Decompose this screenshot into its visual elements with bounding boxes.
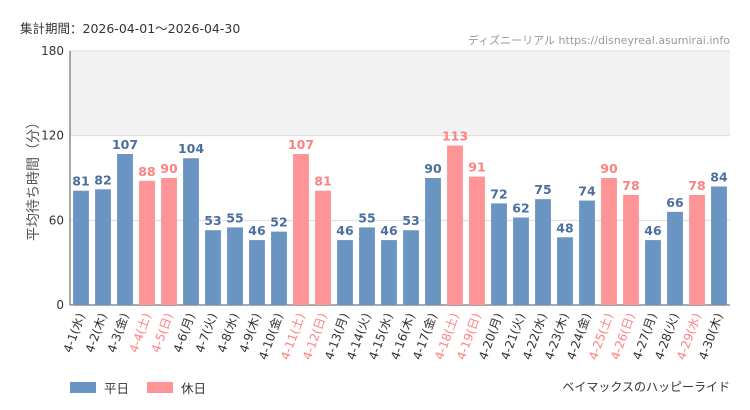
data-label: 46	[380, 223, 398, 238]
data-label: 81	[314, 174, 331, 189]
legend-label-weekday: 平日	[104, 381, 130, 396]
bar	[623, 194, 639, 305]
bar	[161, 178, 177, 305]
data-label: 90	[160, 161, 178, 176]
data-label: 52	[270, 215, 287, 230]
data-label: 104	[178, 141, 204, 156]
bar	[205, 230, 221, 305]
data-label: 55	[226, 210, 243, 225]
legend-item-holiday: 休日	[147, 378, 206, 397]
y-tick-label: 120	[41, 129, 64, 143]
source-label: ディズニーリアル https://disneyreal.asumirai.inf…	[467, 34, 730, 47]
bar	[315, 190, 331, 305]
data-label: 90	[424, 161, 442, 176]
bar	[95, 189, 111, 305]
legend-item-weekday: 平日	[70, 378, 129, 397]
data-label: 84	[710, 169, 728, 184]
data-label: 90	[600, 161, 618, 176]
data-label: 82	[94, 172, 111, 187]
data-label: 81	[72, 174, 89, 189]
bar	[337, 240, 353, 305]
bar	[557, 237, 573, 305]
data-label: 88	[138, 164, 155, 179]
bar	[139, 180, 155, 305]
y-tick-label: 60	[49, 213, 64, 227]
period-label: 集計期間：2026-04-01～2026-04-30	[20, 21, 241, 36]
data-label: 74	[578, 184, 596, 199]
bar	[601, 178, 617, 305]
bar	[403, 230, 419, 305]
bar	[425, 178, 441, 305]
bar	[667, 211, 683, 305]
legend-swatch-holiday	[147, 382, 174, 393]
data-label: 46	[248, 223, 266, 238]
highlight-band	[70, 51, 730, 136]
bar	[469, 176, 485, 305]
legend-swatch-weekday	[70, 382, 96, 393]
legend: 平日 休日	[70, 378, 224, 397]
data-label: 53	[204, 213, 221, 228]
bar	[359, 227, 375, 305]
data-label: 62	[512, 201, 529, 216]
data-label: 75	[534, 182, 551, 197]
data-label: 107	[112, 137, 138, 152]
y-axis-title: 平均待ち時間（分）	[26, 115, 42, 241]
bar	[73, 190, 89, 305]
bar	[271, 231, 287, 305]
data-label: 66	[666, 195, 684, 210]
data-label: 48	[556, 220, 573, 235]
data-label: 46	[644, 223, 662, 238]
data-label: 78	[622, 178, 639, 193]
bar	[293, 154, 309, 305]
bar	[513, 217, 529, 305]
legend-label-holiday: 休日	[181, 381, 207, 396]
data-label: 113	[442, 129, 468, 144]
attraction-name: ベイマックスのハッピーライド	[562, 380, 730, 394]
data-label: 91	[468, 160, 485, 175]
bar	[579, 200, 595, 305]
data-label: 46	[336, 223, 354, 238]
bar	[491, 203, 507, 305]
data-label: 78	[688, 178, 705, 193]
bar	[249, 240, 265, 305]
bar	[117, 154, 133, 305]
data-label: 72	[490, 186, 507, 201]
y-tick-label: 0	[56, 298, 64, 312]
bar	[183, 158, 199, 305]
bar	[381, 240, 397, 305]
y-tick-label: 180	[41, 44, 64, 58]
data-label: 53	[402, 213, 419, 228]
bar	[711, 186, 727, 305]
bar	[645, 240, 661, 305]
bar	[535, 199, 551, 305]
data-label: 55	[358, 210, 375, 225]
data-label: 107	[288, 137, 314, 152]
bar	[447, 145, 463, 305]
bar	[689, 194, 705, 305]
bar	[227, 227, 243, 305]
